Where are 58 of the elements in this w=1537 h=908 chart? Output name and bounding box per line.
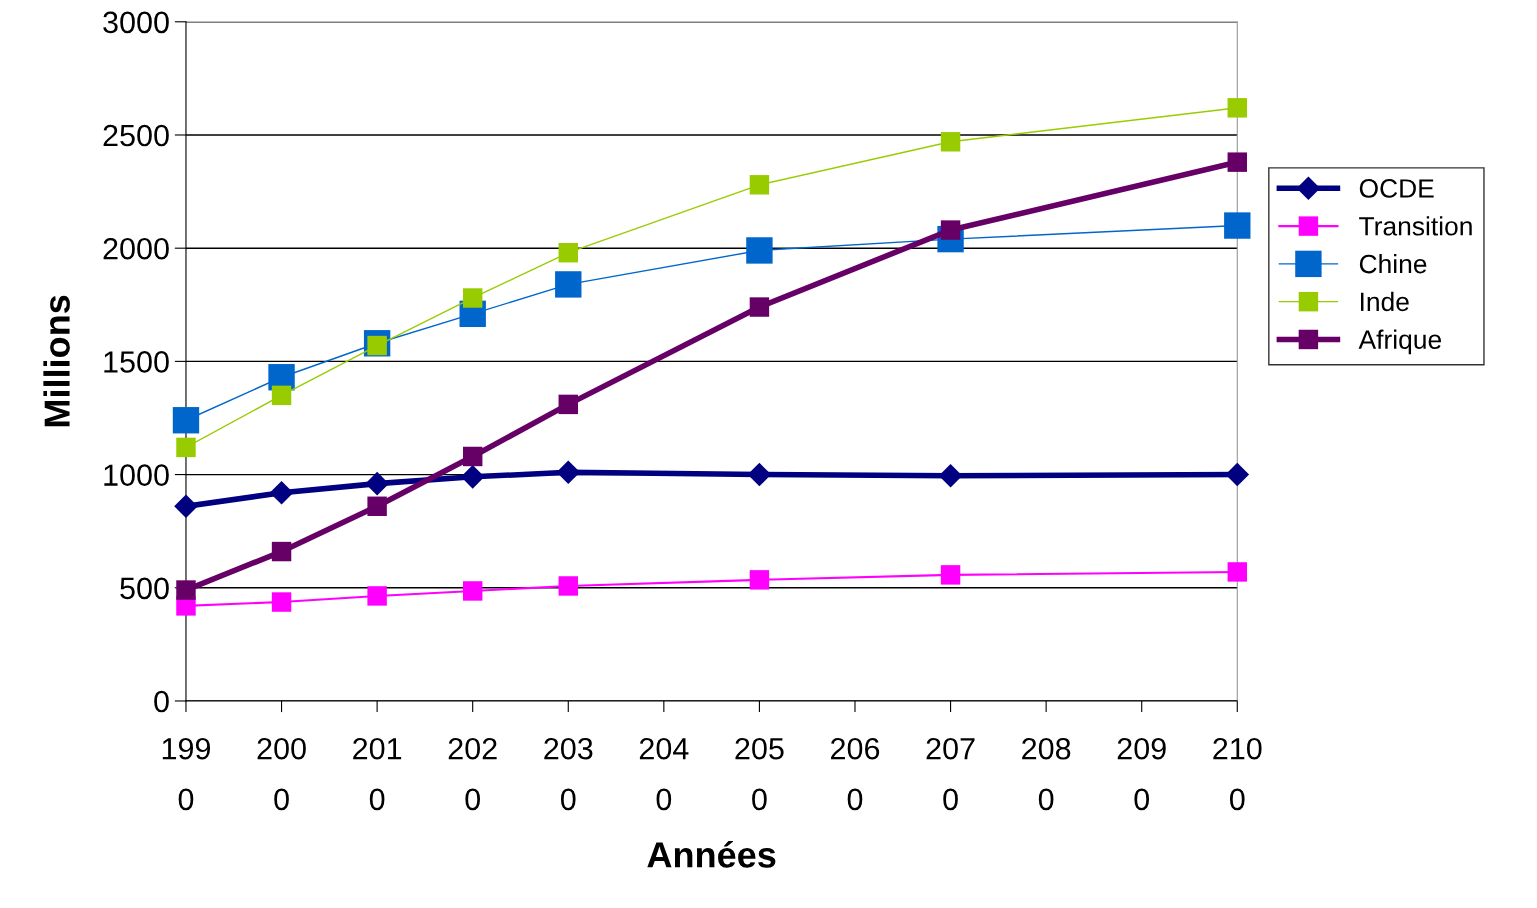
point xyxy=(271,592,292,612)
x-tick-label: 200 0 xyxy=(257,737,306,811)
point xyxy=(1224,212,1251,239)
point xyxy=(746,237,773,264)
x-tick-label: 208 0 xyxy=(1022,737,1071,811)
legend-label: Inde xyxy=(1360,291,1409,312)
point xyxy=(462,288,483,308)
point xyxy=(747,462,772,487)
x-axis-title: Années xyxy=(647,840,776,868)
point xyxy=(938,463,963,488)
point xyxy=(460,465,485,489)
legend-label: Afrique xyxy=(1358,329,1441,355)
x-tick-label: 206 0 xyxy=(831,737,880,811)
x-tick-label: 207 0 xyxy=(926,737,975,811)
point xyxy=(558,394,578,415)
point xyxy=(556,460,581,485)
legend-label: Transition xyxy=(1359,216,1472,236)
x-tick-label: 205 0 xyxy=(735,737,784,811)
point xyxy=(558,242,578,263)
y-tick-label: 2500 xyxy=(103,124,169,147)
point xyxy=(555,271,582,298)
point xyxy=(940,132,961,152)
point xyxy=(367,586,387,606)
point xyxy=(365,471,389,496)
x-tick-label: 204 0 xyxy=(639,737,689,811)
y-tick-label: 1500 xyxy=(104,351,169,373)
point xyxy=(462,446,483,467)
point xyxy=(1225,462,1250,487)
point xyxy=(749,570,770,590)
x-tick-label: 202 0 xyxy=(448,737,497,811)
point xyxy=(271,385,292,406)
point xyxy=(176,437,196,458)
point xyxy=(1227,152,1248,172)
point xyxy=(462,581,483,601)
point xyxy=(749,297,770,317)
point xyxy=(1227,98,1248,118)
x-tick-label: 203 0 xyxy=(544,737,593,811)
legend-label: Chine xyxy=(1359,254,1427,274)
y-tick-label: 500 xyxy=(120,577,169,600)
y-tick-label: 1000 xyxy=(104,464,169,486)
x-tick-label: 199 0 xyxy=(162,737,211,811)
x-tick-label: 210 0 xyxy=(1213,737,1262,811)
point xyxy=(269,480,294,505)
point xyxy=(367,496,387,516)
y-axis-title: Millions xyxy=(43,295,70,427)
point xyxy=(1227,562,1248,582)
y-tick-label: 2000 xyxy=(103,237,169,260)
point xyxy=(172,407,200,434)
point xyxy=(558,576,578,596)
legend-label: OCDE xyxy=(1359,179,1434,198)
point xyxy=(271,541,292,562)
x-tick-label: 201 0 xyxy=(353,737,402,811)
y-tick-label: 0 xyxy=(154,690,169,713)
point xyxy=(940,565,961,585)
point xyxy=(749,175,770,195)
y-tick-label: 3000 xyxy=(103,11,169,34)
point xyxy=(174,494,198,519)
x-tick-label: 209 0 xyxy=(1117,737,1166,811)
